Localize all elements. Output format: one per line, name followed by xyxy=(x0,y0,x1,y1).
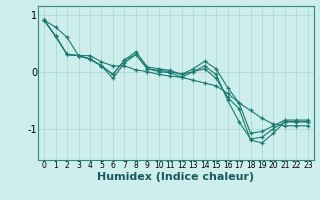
X-axis label: Humidex (Indice chaleur): Humidex (Indice chaleur) xyxy=(97,172,255,182)
